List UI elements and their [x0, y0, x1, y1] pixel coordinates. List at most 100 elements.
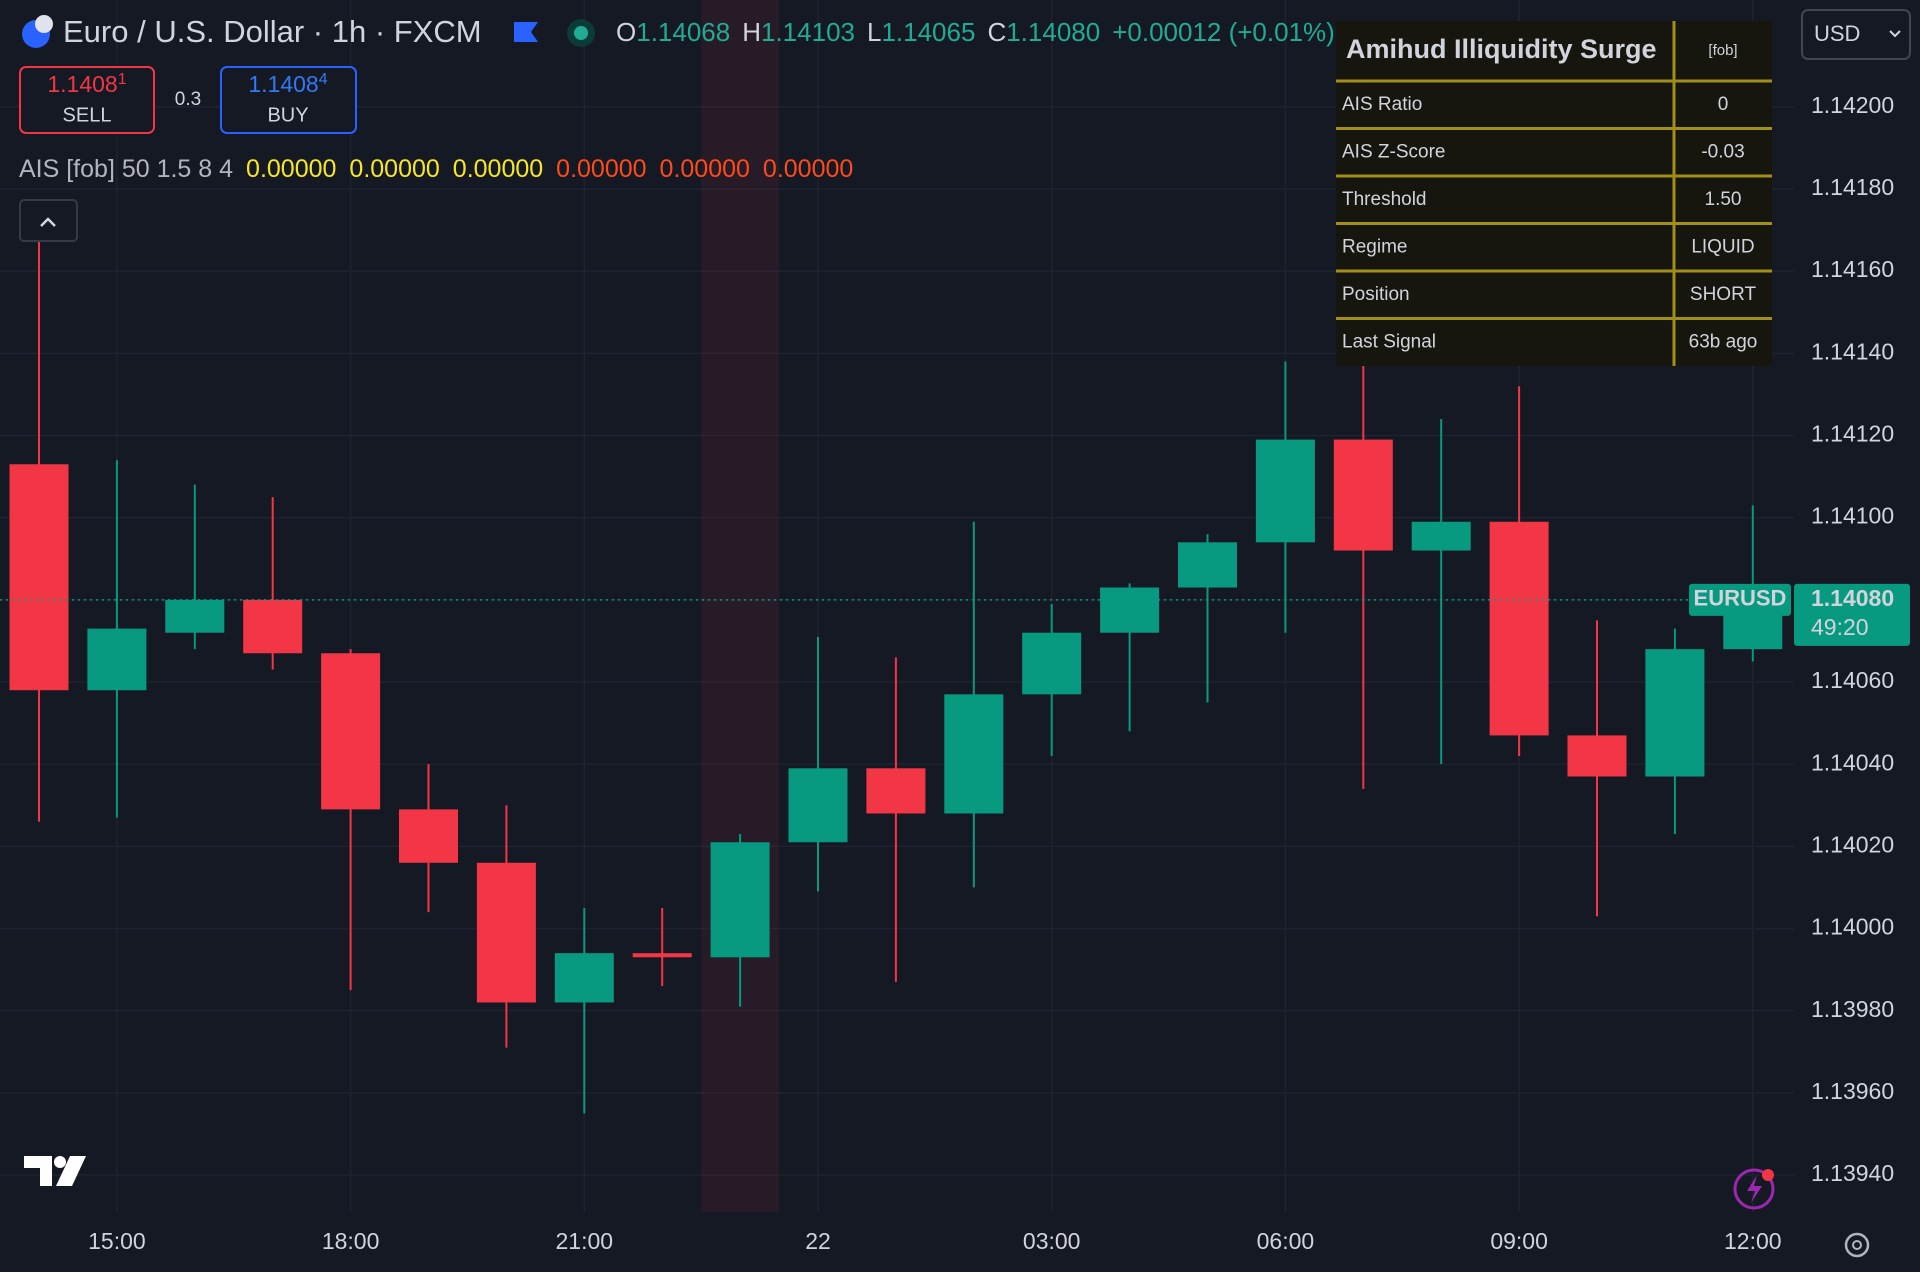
table-row-value: 1.50	[1705, 189, 1742, 210]
currency-button[interactable]	[1801, 9, 1911, 60]
candle-body	[165, 599, 225, 633]
ohlc-value: 1.14080	[1006, 17, 1100, 47]
market-status-dot	[574, 26, 588, 40]
x-tick-label: 03:00	[1023, 1228, 1081, 1254]
buy-button[interactable]	[220, 66, 357, 134]
candle-body	[1645, 649, 1705, 777]
table-row-label: Last Signal	[1342, 331, 1436, 352]
y-tick-label: 1.14000	[1811, 914, 1894, 940]
price-tag-countdown: 49:20	[1811, 614, 1869, 640]
ohlc-value: 1.14068	[636, 17, 730, 47]
table-row-value: 0	[1718, 94, 1729, 115]
candle-body	[710, 842, 770, 958]
buy-price-pip: 4	[319, 71, 328, 88]
x-tick-label: 22	[805, 1228, 831, 1254]
y-tick-label: 1.14140	[1811, 338, 1894, 364]
table-row-label: AIS Z-Score	[1342, 141, 1445, 162]
candle-body	[1567, 735, 1627, 777]
indicator-value: 0.00000	[453, 155, 543, 183]
ohlc-value: 1.14103	[761, 17, 855, 47]
y-tick-label: 1.14040	[1811, 749, 1894, 775]
indicator-value: 0.00000	[763, 155, 853, 183]
candle-body	[321, 653, 381, 810]
symbol-tag	[1689, 583, 1791, 616]
signal-band	[701, 0, 780, 1212]
candle-body	[866, 768, 926, 814]
table-bg	[1336, 21, 1772, 366]
overlay-layer: Euro / U.S. Dollar · 1h · FXCM O1.14068 H…	[19, 9, 1911, 1258]
candle-body	[1178, 542, 1237, 588]
candle-body	[87, 628, 147, 691]
candle-body	[1333, 439, 1393, 551]
table-row-value: SHORT	[1690, 284, 1757, 305]
table-row-label: Threshold	[1342, 189, 1427, 210]
x-tick-label: 06:00	[1257, 1228, 1315, 1254]
x-tick-label: 09:00	[1490, 1228, 1548, 1254]
indicator-name: AIS [fob] 50 1.5 8 4	[19, 155, 233, 183]
buy-price: 1.14084	[248, 71, 327, 97]
sell-price-main: 1.1408	[47, 71, 117, 97]
candle-body	[243, 599, 303, 654]
sell-label: SELL	[63, 104, 112, 126]
x-tick-label: 12:00	[1724, 1228, 1782, 1254]
currency-label: USD	[1814, 21, 1860, 46]
y-tick-label: 1.13980	[1811, 996, 1894, 1022]
ohlc-line: O1.14068 H1.14103 L1.14065 C1.14080 +0.00012…	[616, 17, 1335, 47]
y-tick-label: 1.14160	[1811, 256, 1894, 282]
table-row-label: Position	[1342, 284, 1410, 305]
table-row-value: -0.03	[1701, 141, 1744, 162]
ohlc-key: O	[616, 17, 636, 47]
candle-body	[788, 768, 848, 843]
candle-body	[554, 953, 614, 1003]
x-tick-label: 18:00	[322, 1228, 380, 1254]
candle-body	[1022, 632, 1082, 695]
x-tick-label: 21:00	[556, 1228, 614, 1254]
plot-layer	[0, 209, 1794, 1114]
sell-button[interactable]	[19, 66, 155, 134]
candle-body	[632, 953, 692, 958]
indicator-value: 0.00000	[556, 155, 646, 183]
settings-icon-center	[1852, 1240, 1862, 1250]
alert-icon[interactable]	[1733, 1168, 1775, 1210]
y-tick-label: 1.13940	[1811, 1160, 1894, 1186]
y-tick-label: 1.14020	[1811, 831, 1894, 857]
symbol-title[interactable]: Euro / U.S. Dollar · 1h · FXCM	[63, 14, 482, 49]
indicator-value: 0.00000	[246, 155, 336, 183]
spread: 0.3	[175, 89, 201, 110]
indicator-value: 0.00000	[660, 155, 750, 183]
currency-chevron	[1889, 30, 1901, 38]
ohlc-key: L	[867, 17, 881, 47]
candle-body	[944, 694, 1004, 814]
y-tick-label: 1.14060	[1811, 667, 1894, 693]
candle-body	[1100, 587, 1160, 633]
tv-logo[interactable]	[24, 1156, 86, 1186]
settings-icon[interactable]	[1844, 1232, 1870, 1258]
symbol-logo-flag	[35, 15, 53, 33]
buy-price-main: 1.1408	[248, 71, 318, 97]
indicator-value: 0.00000	[349, 155, 439, 183]
ohlc-key: C	[987, 17, 1006, 47]
table-row-label: AIS Ratio	[1342, 94, 1422, 115]
sell-price-pip: 1	[118, 71, 127, 88]
y-tick-label: 1.14180	[1811, 174, 1894, 200]
tv-logo-dot	[54, 1156, 66, 1168]
price-tag-price: 1.14080	[1811, 585, 1894, 611]
ohlc-value: 1.14065	[881, 17, 975, 47]
candle-body	[1255, 439, 1315, 543]
table-row-value: 63b ago	[1689, 331, 1758, 352]
indicator-legend: AIS [fob] 50 1.5 8 4 0.00000 0.00000 0.0000…	[19, 155, 853, 183]
candle-body	[1411, 521, 1471, 551]
x-tick-label: 15:00	[88, 1228, 146, 1254]
candle-body	[399, 809, 458, 863]
ohlc-key: H	[742, 17, 761, 47]
collapse-icon	[40, 217, 56, 227]
alert-bolt	[1747, 1175, 1762, 1203]
table-title: Amihud Illiquidity Surge	[1346, 34, 1657, 64]
y-tick-label: 1.13960	[1811, 1078, 1894, 1104]
symbol-tag-text: EURUSD	[1694, 586, 1787, 611]
flag-icon[interactable]	[514, 22, 538, 42]
change: +0.00012 (+0.01%)	[1112, 17, 1335, 47]
price-tag	[1794, 583, 1910, 646]
